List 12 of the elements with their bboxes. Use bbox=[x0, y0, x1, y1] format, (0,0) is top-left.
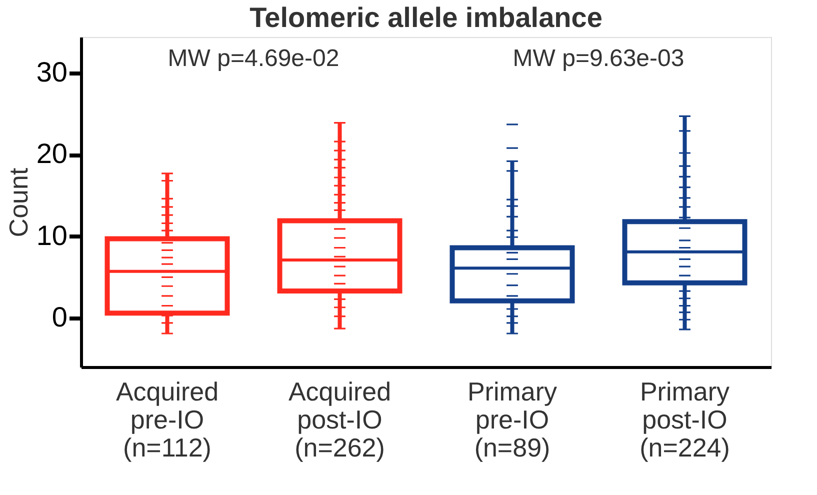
chart-title: Telomeric allele imbalance bbox=[250, 2, 602, 33]
y-axis-title: Count bbox=[3, 167, 34, 238]
y-tick-label: 0 bbox=[52, 301, 68, 332]
y-tick-label: 10 bbox=[36, 220, 68, 251]
x-tick-label: Primary pre-IO (n=89) bbox=[467, 376, 558, 462]
y-tick-label: 20 bbox=[36, 138, 68, 170]
x-tick-label: Primary post-IO (n=224) bbox=[640, 376, 730, 462]
x-tick-label: Acquired pre-IO (n=112) bbox=[116, 376, 219, 462]
y-tick-label: 30 bbox=[36, 56, 68, 88]
x-tick-label: Acquired post-IO (n=262) bbox=[288, 376, 392, 462]
annotation: MW p=9.63e-03 bbox=[512, 45, 684, 72]
annotation: MW p=4.69e-02 bbox=[168, 45, 340, 72]
